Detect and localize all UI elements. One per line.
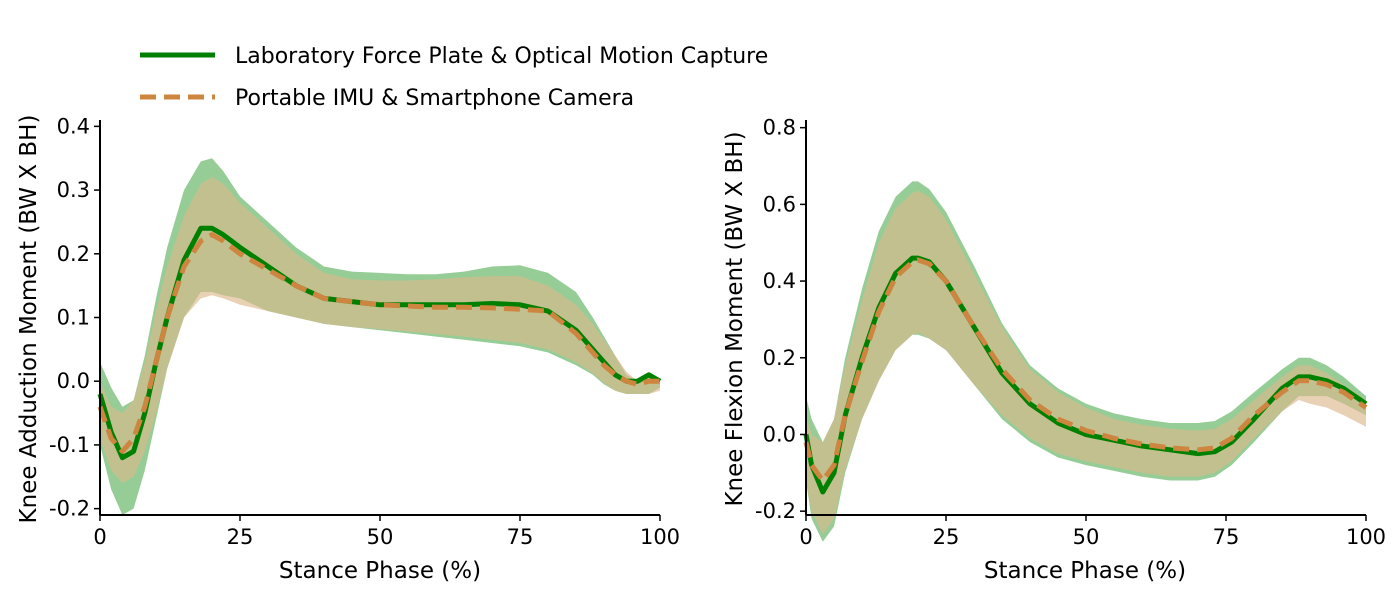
x-axis-title-flexion: Stance Phase (%) xyxy=(984,558,1186,584)
line-lab-flexion xyxy=(803,255,1368,495)
x-tick-label-flexion: 100 xyxy=(1346,525,1386,549)
y-axis-title-flexion: Knee Flexion Moment (BW X BH) xyxy=(722,131,748,506)
chart-adduction: -0.2 -0.1 0.0 0.1 0.2 0.3 0.4 0 25 50 75 100 Stance… xyxy=(16,114,680,584)
plot-area-flexion: -0.2 0.0 0.2 0.4 0.6 0.8 0 25 50 75 100 xyxy=(755,116,1386,549)
x-tick-label-adduction: 50 xyxy=(367,525,394,549)
y-tick-label-adduction: -0.1 xyxy=(49,433,90,457)
y-tick-label-flexion: 0.0 xyxy=(763,422,796,446)
legend-label-imu: Portable IMU & Smartphone Camera xyxy=(235,86,634,111)
plot-area-adduction: -0.2 -0.1 0.0 0.1 0.2 0.3 0.4 0 25 50 75 100 xyxy=(49,114,680,549)
x-axis-title-adduction: Stance Phase (%) xyxy=(279,558,481,584)
legend-label-lab: Laboratory Force Plate & Optical Motion … xyxy=(235,44,768,69)
x-tick-label-adduction: 0 xyxy=(93,525,106,549)
y-axis-title-adduction: Knee Adduction Moment (BW X BH) xyxy=(16,115,42,524)
y-tick-label-adduction: 0.3 xyxy=(57,178,90,202)
x-tick-label-flexion: 25 xyxy=(933,525,960,549)
y-tick-label-adduction: 0.1 xyxy=(57,306,90,330)
band-imu-flexion xyxy=(806,190,1366,535)
line-imu-flexion xyxy=(803,257,1368,483)
line-imu-adduction xyxy=(97,232,660,454)
chart-flexion: -0.2 0.0 0.2 0.4 0.6 0.8 0 25 50 75 100 Stance Pha… xyxy=(722,116,1386,584)
x-tick-label-flexion: 75 xyxy=(1213,525,1240,549)
y-tick-label-adduction: 0.0 xyxy=(57,369,90,393)
y-tick-label-flexion: 0.2 xyxy=(763,346,796,370)
x-tick-label-adduction: 75 xyxy=(507,525,534,549)
x-tick-label-adduction: 100 xyxy=(640,525,680,549)
y-tick-label-flexion: 0.8 xyxy=(763,116,796,140)
x-tick-label-adduction: 25 xyxy=(227,525,254,549)
x-tick-label-flexion: 0 xyxy=(799,525,812,549)
y-tick-label-adduction: -0.2 xyxy=(49,497,90,521)
y-tick-label-flexion: 0.6 xyxy=(763,192,796,216)
y-tick-label-flexion: 0.4 xyxy=(763,269,796,293)
x-tick-label-flexion: 50 xyxy=(1073,525,1100,549)
y-tick-label-flexion: -0.2 xyxy=(755,499,796,523)
y-tick-label-adduction: 0.4 xyxy=(57,114,90,138)
y-tick-label-adduction: 0.2 xyxy=(57,242,90,266)
legend: Laboratory Force Plate & Optical Motion … xyxy=(140,44,768,111)
